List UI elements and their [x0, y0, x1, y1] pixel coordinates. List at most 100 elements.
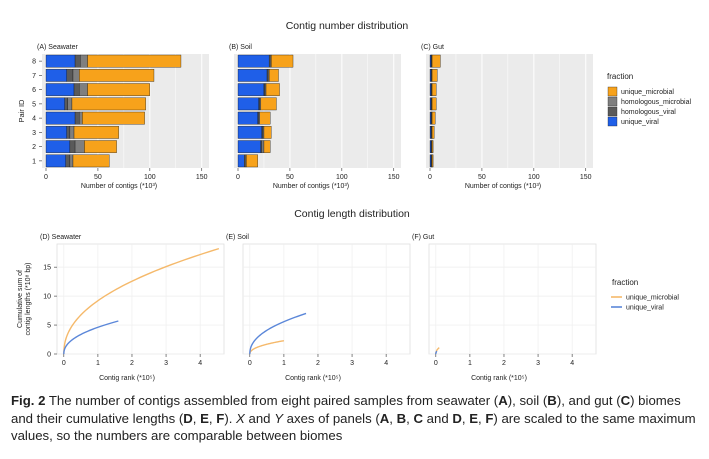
caption-axis: Y — [274, 410, 283, 426]
x-tick-label: 4 — [384, 360, 388, 367]
caption-axis: X — [236, 410, 245, 426]
x-tick-label: 3 — [350, 360, 354, 367]
bar-unique_microbial — [87, 83, 150, 96]
bar-unique_microbial — [431, 69, 438, 82]
x-tick-label: 0 — [248, 360, 252, 367]
caption-ref: D — [452, 410, 462, 426]
x-tick-label: 100 — [144, 174, 156, 181]
x-tick-label: 50 — [478, 174, 486, 181]
bar-unique_microbial — [71, 97, 146, 111]
plot-panel — [242, 243, 411, 355]
caption-ref: B — [396, 410, 407, 426]
x-tick-label: 1 — [96, 360, 100, 367]
x-axis-label: Contig rank (*10⁵) — [285, 375, 341, 382]
x-tick-label: 0 — [62, 360, 66, 367]
caption-text: The number of contigs assembled from eig… — [48, 393, 499, 408]
caption-text: ) biomes and their cumulative lengths ( — [11, 393, 681, 426]
legend-label: unique_microbial — [621, 89, 674, 96]
caption-ref: C — [620, 393, 631, 408]
panel-title: (C) Gut — [421, 44, 444, 51]
caption-text: , — [208, 410, 217, 426]
x-tick-label: 0 — [44, 174, 48, 181]
legend-label: unique_viral — [626, 305, 664, 312]
bar-homologous_viral — [69, 140, 76, 153]
caption-text: , — [461, 410, 470, 426]
series-line-unique_viral — [249, 312, 307, 355]
x-tick-label: 50 — [94, 174, 102, 181]
y-tick-label: 3 — [32, 130, 36, 137]
bar-unique_viral — [45, 111, 76, 125]
plot-panel — [56, 243, 225, 355]
bar-unique_microbial — [431, 140, 434, 153]
y-tick-label: 0 — [47, 352, 51, 359]
bar-homologous_microbial — [69, 154, 74, 168]
bar-unique_microbial — [260, 97, 277, 111]
bar-unique_microbial — [431, 83, 437, 96]
caption-text: ), and gut ( — [556, 393, 621, 408]
bar-homologous_viral — [73, 83, 80, 96]
bar-unique_viral — [237, 97, 259, 111]
caption-text: , — [192, 410, 201, 426]
bar-unique_microbial — [431, 54, 441, 68]
x-tick-label: 4 — [570, 360, 574, 367]
bar-homologous_viral — [66, 126, 71, 139]
bar-homologous_viral — [74, 54, 81, 68]
y-axis-label-line: Cumulative sum of — [17, 270, 24, 328]
bar-unique_viral — [237, 83, 265, 96]
x-tick-label: 1 — [282, 360, 286, 367]
legend-label: homologous_microbial — [621, 99, 691, 106]
bar-unique_microbial — [431, 111, 436, 125]
caption-ref: A — [379, 410, 390, 426]
y-axis-label: Pair ID — [17, 99, 26, 123]
bar-homologous_microbial — [80, 54, 88, 68]
y-tick-label: 10 — [43, 294, 51, 301]
caption-ref: E — [200, 410, 209, 426]
bar-unique_viral — [45, 154, 66, 168]
y-tick-label: 6 — [32, 87, 36, 94]
x-tick-label: 2 — [316, 360, 320, 367]
bar-unique_viral — [237, 111, 258, 125]
bar-unique_microbial — [79, 69, 155, 82]
x-tick-label: 3 — [164, 360, 168, 367]
legend-swatch — [607, 106, 618, 117]
bar-unique_viral — [45, 83, 75, 96]
legend-swatch — [607, 96, 618, 107]
y-tick-label: 8 — [32, 59, 36, 66]
y-tick-label: 7 — [32, 73, 36, 80]
bar-unique_viral — [45, 69, 67, 82]
caption-text: axes of panels ( — [282, 410, 380, 426]
x-tick-label: 100 — [528, 174, 540, 181]
x-tick-label: 4 — [198, 360, 202, 367]
caption-text: ) are scaled to the same maximum values,… — [11, 410, 696, 444]
bar-unique_viral — [45, 140, 71, 153]
caption-ref: F — [485, 410, 494, 426]
y-axis-label-line: contig lengths (*10⁸ bp) — [25, 263, 32, 336]
caption-ref: C — [413, 410, 423, 426]
bar-unique_viral — [237, 140, 262, 153]
bar-unique_microbial — [246, 154, 258, 168]
bar-unique_microbial — [263, 126, 272, 139]
bar-unique_microbial — [265, 83, 280, 96]
panel-title: (A) Seawater — [37, 44, 79, 51]
y-tick-label: 2 — [32, 144, 36, 151]
x-axis-label: Number of contigs (*10³) — [273, 183, 349, 190]
caption-text: , — [389, 410, 397, 426]
x-tick-label: 100 — [336, 174, 348, 181]
bar-unique_microbial — [271, 54, 294, 68]
bar-homologous_microbial — [79, 111, 83, 125]
panel-title: (D) Seawater — [40, 234, 82, 241]
bar-homologous_microbial — [261, 140, 265, 153]
section-title: Contig number distribution — [286, 20, 409, 32]
bar-unique_viral — [237, 69, 268, 82]
bar-unique_microbial — [431, 97, 437, 111]
bar-unique_microbial — [82, 111, 145, 125]
x-tick-label: 150 — [388, 174, 400, 181]
bar-unique_viral — [237, 126, 263, 139]
x-tick-label: 0 — [236, 174, 240, 181]
series-line-unique_microbial — [249, 339, 285, 355]
caption-text: and — [423, 410, 453, 426]
figure-caption: Fig. 2 The number of contigs assembled f… — [11, 392, 701, 445]
y-axis-label: Cumulative sum ofcontig lengths (*10⁸ bp… — [17, 263, 32, 336]
bar-unique_viral — [237, 154, 245, 168]
